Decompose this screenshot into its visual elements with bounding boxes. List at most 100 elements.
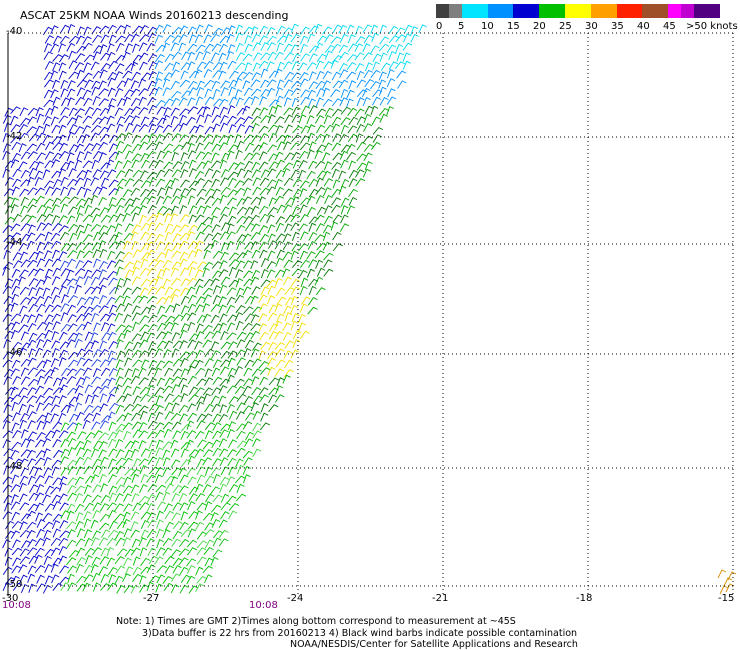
wind-barb: [338, 51, 349, 60]
wind-barb: [210, 341, 220, 351]
wind-barb: [195, 323, 204, 333]
wind-barb: [82, 375, 91, 386]
wind-barb: [138, 350, 149, 359]
wind-barb: [316, 144, 326, 153]
wind-barb: [220, 206, 230, 216]
wind-barb: [268, 330, 278, 340]
wind-barb: [116, 277, 125, 288]
wind-barb: [146, 42, 156, 52]
wind-barb: [211, 403, 221, 413]
wind-barb: [298, 322, 307, 332]
wind-barb: [268, 161, 279, 170]
wind-barb: [227, 44, 236, 54]
wind-barb: [155, 100, 166, 108]
wind-barb: [82, 358, 93, 367]
wind-barb: [356, 141, 367, 151]
wind-barb: [172, 144, 184, 152]
wind-barb: [58, 142, 69, 152]
wind-barb: [260, 42, 270, 51]
wind-barb: [108, 574, 117, 584]
wind-barb: [315, 194, 325, 204]
wind-barb: [107, 331, 117, 341]
wind-barb: [203, 294, 212, 304]
wind-barb: [11, 474, 20, 484]
wind-barb: [131, 367, 140, 378]
wind-barb: [26, 521, 37, 530]
wind-barb: [218, 438, 228, 448]
wind-barb: [130, 231, 139, 241]
wind-barb: [355, 133, 364, 143]
wind-barb: [107, 529, 119, 538]
wind-barb: [227, 449, 237, 458]
wind-barb: [195, 197, 205, 206]
wind-barb: [283, 43, 293, 53]
wind-barb: [196, 161, 207, 170]
wind-barb: [107, 169, 117, 178]
wind-barb: [186, 187, 197, 196]
wind-barb: [10, 484, 21, 493]
wind-barb: [164, 34, 175, 43]
wind-barb: [220, 511, 230, 520]
wind-barb: [347, 133, 358, 142]
wind-barb: [27, 187, 38, 196]
wind-barb: [332, 214, 343, 223]
wind-barb: [19, 286, 30, 295]
wind-barb: [186, 350, 198, 359]
wind-barb: [139, 315, 150, 324]
wind-barb: [66, 278, 78, 286]
wind-barb: [316, 124, 326, 134]
wind-barb: [116, 465, 125, 475]
wind-barb: [292, 339, 301, 349]
wind-barb: [108, 60, 119, 70]
wind-barb: [44, 475, 54, 485]
wind-barb: [115, 484, 125, 493]
wind-barb: [11, 321, 21, 331]
wind-barb: [58, 376, 68, 386]
wind-barb: [27, 378, 39, 387]
wind-barb: [123, 412, 133, 422]
wind-barb: [67, 80, 76, 90]
wind-barb: [99, 473, 107, 484]
wind-barb: [52, 152, 62, 161]
wind-barb: [115, 35, 126, 44]
wind-barb: [10, 465, 20, 474]
wind-barb: [276, 159, 286, 169]
wind-barb: [251, 33, 261, 43]
wind-barb: [275, 125, 284, 135]
wind-barb: [210, 33, 221, 42]
wind-barb: [179, 413, 189, 423]
wind-barb: [35, 142, 46, 152]
wind-barb: [323, 178, 334, 187]
wind-barb: [194, 178, 205, 186]
wind-barb: [122, 324, 133, 333]
wind-barb: [83, 26, 92, 36]
wind-barb: [131, 349, 142, 358]
wind-barb: [123, 493, 132, 503]
wind-barb: [124, 168, 134, 178]
wind-barb: [4, 330, 14, 340]
wind-barb: [266, 279, 277, 288]
wind-barb: [250, 231, 261, 241]
wind-barb: [260, 257, 270, 267]
wind-barb: [132, 124, 142, 133]
wind-barb: [244, 125, 254, 134]
wind-barb: [122, 51, 131, 61]
wind-barb: [275, 216, 285, 225]
wind-barb: [171, 348, 180, 358]
wind-barb: [84, 286, 95, 295]
wind-barb: [331, 43, 342, 52]
wind-barb: [75, 377, 85, 386]
wind-barb: [196, 413, 206, 423]
wind-barb: [162, 132, 173, 141]
wind-barb: [276, 35, 288, 43]
wind-barb: [299, 259, 310, 268]
wind-barb: [58, 537, 69, 546]
wind-barb: [251, 249, 261, 259]
wind-barb: [93, 45, 103, 54]
wind-barb: [300, 89, 310, 98]
wind-barb: [196, 261, 207, 270]
wind-barb: [187, 321, 196, 332]
wind-barb: [69, 232, 78, 242]
wind-barb: [211, 169, 221, 179]
wind-barb: [108, 179, 119, 188]
